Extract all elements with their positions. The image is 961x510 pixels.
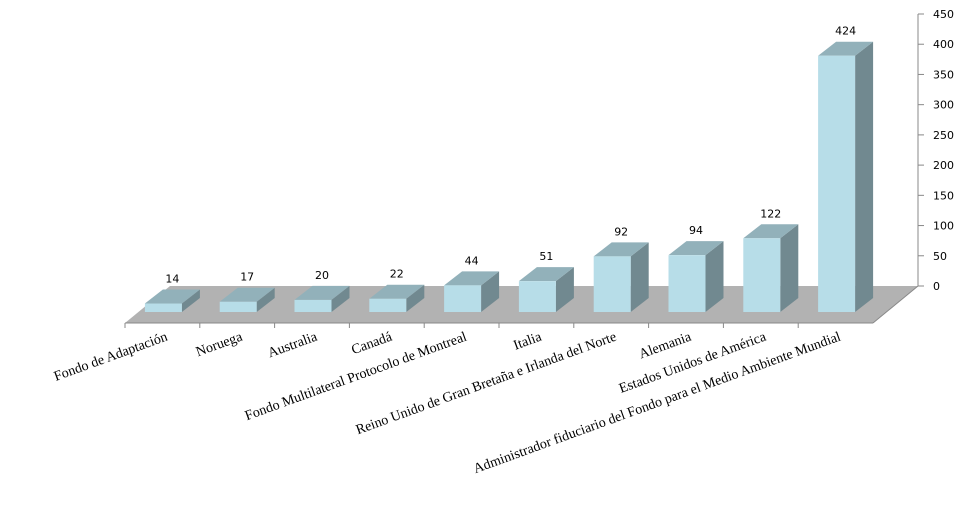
bar-side [855, 41, 874, 313]
bar [743, 238, 781, 312]
bar-side [780, 224, 799, 312]
y-tick-label: 200 [933, 159, 954, 172]
value-label: 51 [539, 250, 553, 263]
value-label: 14 [165, 273, 179, 286]
bar-side [406, 284, 425, 312]
bar-side [331, 285, 350, 312]
y-tick-label: 350 [933, 68, 954, 81]
bar-top [818, 41, 874, 56]
bar-side [181, 289, 200, 312]
bar [668, 255, 706, 312]
category-label: Australia [266, 329, 320, 361]
bar [369, 298, 407, 312]
category-label: Italia [512, 329, 545, 353]
bar [818, 55, 856, 313]
bar [518, 281, 556, 312]
value-label: 20 [315, 269, 329, 282]
bar-side [555, 267, 574, 312]
category-label: Canadá [350, 329, 395, 358]
depth-axis [872, 285, 919, 324]
bar-top [668, 241, 724, 256]
bar [294, 299, 332, 312]
bar [444, 285, 482, 312]
bar-top [369, 284, 425, 299]
bar-top [593, 242, 649, 257]
category-label: Reino Unido de Gran Bretaña e Irlanda de… [354, 330, 619, 438]
bar-top [144, 289, 200, 304]
value-label: 122 [760, 207, 781, 220]
y-tick-label: 150 [933, 189, 954, 202]
y-tick-label: 250 [933, 129, 954, 142]
bar [593, 256, 631, 312]
bar [219, 301, 257, 312]
bar [144, 303, 182, 312]
bar-side [481, 271, 500, 312]
bar-top [743, 224, 799, 239]
category-label: Fondo de Adaptación [52, 330, 170, 385]
value-label: 424 [835, 25, 856, 38]
value-label: 44 [465, 254, 479, 267]
y-tick-label: 0 [933, 280, 940, 293]
value-label: 92 [614, 225, 628, 238]
y-tick-label: 450 [933, 8, 954, 21]
bar-side [256, 287, 275, 312]
bar-side [705, 241, 724, 312]
bar-top [294, 285, 350, 300]
bar-top [219, 287, 275, 302]
value-label: 94 [689, 224, 703, 237]
bar-top [444, 271, 500, 286]
y-tick-label: 300 [933, 99, 954, 112]
y-tick-label: 50 [933, 250, 947, 263]
value-label: 17 [240, 271, 254, 284]
value-label: 22 [390, 268, 404, 281]
bar-top [518, 267, 574, 282]
y-tick-label: 100 [933, 220, 954, 233]
category-label: Noruega [194, 329, 245, 360]
bar-side [630, 242, 649, 312]
y-tick-label: 400 [933, 38, 954, 51]
